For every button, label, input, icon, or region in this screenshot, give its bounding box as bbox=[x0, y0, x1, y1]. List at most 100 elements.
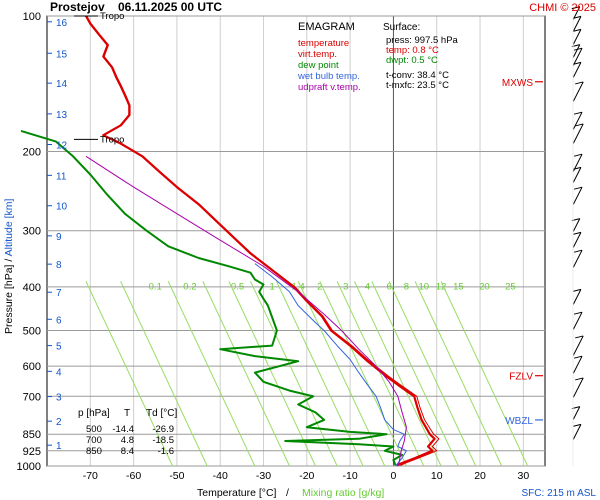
copyright: CHMI © 2025 bbox=[529, 2, 596, 14]
altitude-tick-label: 14 bbox=[56, 79, 68, 90]
mixing-ratio-line bbox=[440, 281, 529, 467]
x-axis-label-temp: Temperature [°C] bbox=[197, 487, 277, 499]
table-cell: -18.5 bbox=[152, 435, 174, 446]
sounding-datetime: 06.11.2025 00 UTC bbox=[118, 0, 222, 14]
wbzl-marker-label: WBZL bbox=[505, 416, 533, 427]
altitude-tick-label: 12 bbox=[56, 141, 68, 152]
wind-barb-flag bbox=[575, 377, 584, 381]
y-axis-label-pressure: Pressure [hPa] bbox=[3, 264, 15, 334]
pressure-tick-label: 1000 bbox=[17, 461, 41, 473]
mixing-ratio-line bbox=[85, 281, 174, 467]
wind-barb-shaft bbox=[572, 47, 583, 67]
wind-barb-shaft bbox=[572, 406, 581, 421]
table-cell: -1.6 bbox=[158, 446, 174, 457]
legend-title: EMAGRAM bbox=[298, 21, 355, 33]
mixing-ratio-line bbox=[388, 281, 477, 467]
pressure-tick-label: 200 bbox=[23, 146, 41, 158]
mixing-ratio-label: 6 bbox=[386, 281, 391, 292]
x-tick-label: -40 bbox=[213, 470, 228, 482]
legend-item-dew-point: dew point bbox=[298, 60, 339, 71]
legend: EMAGRAM temperature virt.temp. dew point… bbox=[297, 21, 361, 93]
surface-elevation: SFC: 215 m ASL bbox=[522, 488, 597, 499]
wind-barb-flag bbox=[572, 288, 582, 292]
table-cell: 4.8 bbox=[121, 435, 134, 446]
wind-barb-flag bbox=[575, 335, 584, 339]
wind-barb-shaft bbox=[572, 218, 581, 233]
wind-barb-shaft bbox=[572, 29, 582, 46]
table-cell: 850 bbox=[86, 446, 102, 457]
mixing-ratio-label: 2 bbox=[317, 281, 322, 292]
wind-barb-flag bbox=[575, 123, 584, 127]
table-header-t: T bbox=[124, 408, 130, 419]
tropo-marker-lower-label: Tropo bbox=[100, 134, 124, 145]
altitude-tick-label: 6 bbox=[56, 315, 62, 326]
pressure-tick-label: 850 bbox=[23, 429, 41, 441]
wind-barbs-column bbox=[571, 6, 584, 466]
series-layer bbox=[20, 15, 440, 467]
mixing-ratio-label: 1 bbox=[270, 281, 275, 292]
wind-barb-shaft bbox=[572, 62, 582, 79]
altitude-tick-label: 13 bbox=[56, 110, 68, 121]
wind-barb-flag bbox=[572, 15, 582, 19]
mixing-ratio-line bbox=[414, 281, 503, 467]
svg-text:Pressure [hPa] / Altitude [km]: Pressure [hPa] / Altitude [km] bbox=[3, 199, 15, 334]
wind-barb-shaft bbox=[572, 424, 582, 441]
mixing-ratio-label: 25 bbox=[505, 281, 516, 292]
wind-barb-shaft bbox=[572, 16, 582, 33]
mixing-ratio-line bbox=[202, 281, 290, 467]
table-cell: 700 bbox=[86, 435, 102, 446]
wind-barb-flag bbox=[573, 47, 583, 51]
mixing-ratio-lines: 0.1 0.2 0.5 1 1.4 2 3 4 6 8 10 12 15 20 25 bbox=[85, 281, 529, 467]
mixing-ratio-label: 15 bbox=[453, 281, 464, 292]
altitude-tick-label: 8 bbox=[56, 260, 62, 271]
mixing-ratio-label: 8 bbox=[404, 281, 409, 292]
wind-barb-shaft bbox=[572, 311, 583, 331]
y-axis-label-altitude: Altitude [km] bbox=[3, 199, 15, 257]
wind-barb-flag bbox=[573, 186, 583, 190]
wind-barb-flag bbox=[573, 111, 583, 115]
surface-info: Surface: press: 997.5 hPa temp: 0.8 °C d… bbox=[383, 22, 459, 91]
pressure-tick-label: 400 bbox=[23, 282, 41, 294]
wind-barb-shaft bbox=[572, 377, 584, 399]
wind-barb-flag bbox=[572, 61, 582, 65]
fzlv-marker-label: FZLV bbox=[509, 372, 533, 383]
wind-barb-shaft bbox=[572, 167, 582, 184]
altitude-tick-label: 16 bbox=[56, 18, 68, 29]
mixing-ratio-label: 4 bbox=[365, 281, 370, 292]
altitude-tick-label: 7 bbox=[56, 288, 62, 299]
x-tick-label: -60 bbox=[126, 470, 141, 482]
x-tick-label: -10 bbox=[343, 470, 358, 482]
table-header-p: p [hPa] bbox=[78, 408, 110, 419]
altitude-tick-label: 5 bbox=[56, 342, 62, 353]
mixing-ratio-label: 10 bbox=[418, 281, 429, 292]
series-virt-temp bbox=[86, 15, 440, 466]
wind-barb-shaft bbox=[572, 249, 583, 269]
tropo-marker-upper-label: Tropo bbox=[100, 11, 124, 22]
mixing-ratio-line bbox=[167, 281, 256, 467]
pressure-tick-label: 925 bbox=[23, 446, 41, 458]
surface-temp: temp: 0.8 °C bbox=[386, 45, 439, 56]
wind-barb-flag bbox=[573, 311, 583, 315]
mixing-ratio-label: 1.4 bbox=[292, 281, 305, 292]
wind-barb-shaft bbox=[572, 335, 584, 357]
mixing-ratio-line bbox=[276, 281, 364, 467]
series-wet-bulb-temp bbox=[254, 263, 407, 466]
x-tick-label: 30 bbox=[518, 470, 530, 482]
x-tick-label: 0 bbox=[391, 470, 397, 482]
mixing-ratio-line bbox=[354, 281, 442, 467]
pressure-tick-label: 100 bbox=[23, 11, 41, 23]
surface-tmxfc: t-mxfc: 23.5 °C bbox=[386, 80, 449, 91]
altitude-tick-label: 9 bbox=[56, 232, 62, 243]
x-axis-label-mix: Mixing ratio [g/kg] bbox=[302, 487, 384, 499]
table-cell: -26.9 bbox=[152, 424, 174, 435]
x-axis-label-sep: / bbox=[286, 487, 289, 499]
mixing-ratio-label: 0.2 bbox=[183, 281, 196, 292]
station-name: Prostejov bbox=[50, 0, 105, 14]
x-tick-label: 20 bbox=[474, 470, 486, 482]
wind-barb-shaft bbox=[572, 123, 584, 145]
surface-press: press: 997.5 hPa bbox=[386, 35, 459, 46]
mixing-ratio-label: 3 bbox=[343, 281, 348, 292]
legend-item-virt-temp: virt.temp. bbox=[298, 49, 337, 60]
surface-title: Surface: bbox=[383, 22, 420, 33]
